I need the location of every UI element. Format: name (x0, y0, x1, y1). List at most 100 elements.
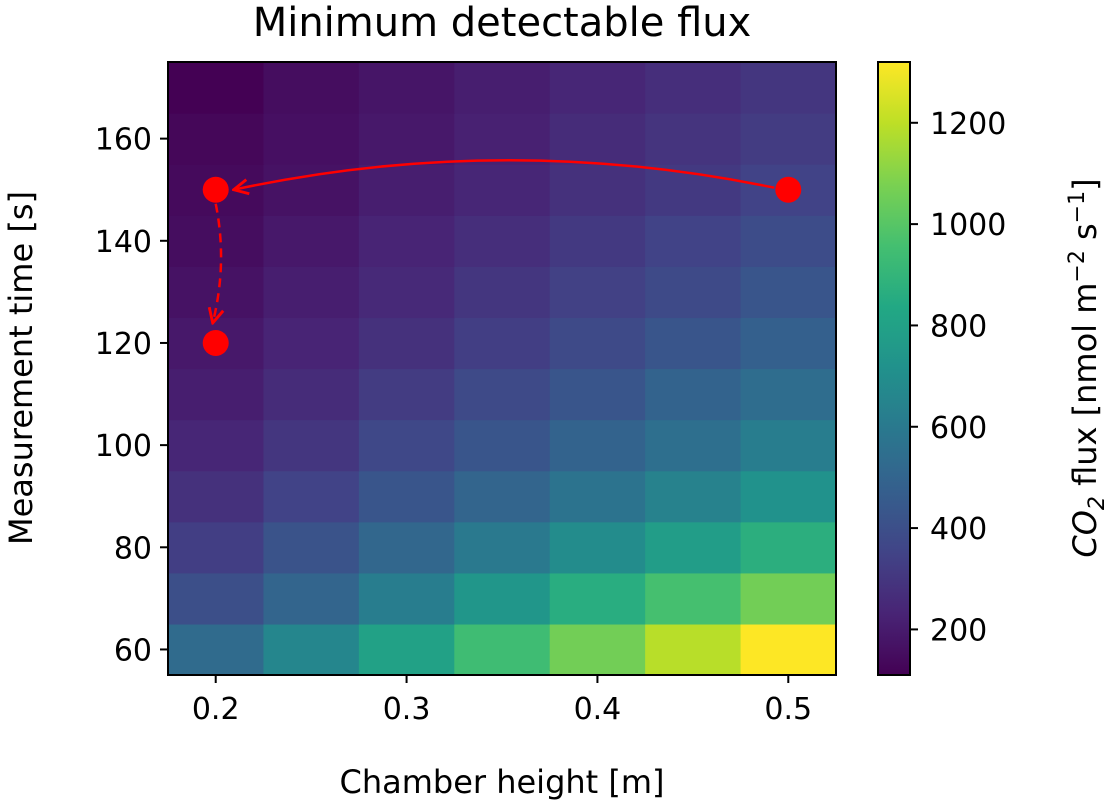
heatmap-cell (359, 62, 455, 114)
x-axis-label: Chamber height [m] (339, 763, 664, 801)
heatmap-cell (359, 369, 455, 421)
colorbar-bar (878, 62, 910, 675)
heatmap-cell (454, 471, 550, 523)
heatmap-cell (454, 369, 550, 421)
colorbar: 200 400 600 800 1000 1200 CO2 flux [nmol m−2 s… (878, 62, 1106, 675)
heatmap-cell (359, 317, 455, 369)
heatmap-cell (263, 369, 359, 421)
colorbar-tick-label: 200 (930, 613, 987, 648)
y-tick-label: 140 (95, 225, 152, 260)
data-point-marker (203, 330, 229, 356)
heatmap-cell (550, 113, 646, 165)
colorbar-label-part: s (1066, 223, 1104, 250)
heatmap-cell (550, 215, 646, 267)
colorbar-tick-label: 800 (930, 309, 987, 344)
heatmap-cell (454, 573, 550, 625)
heatmap-cell (741, 471, 837, 523)
heatmap-cell (168, 215, 264, 267)
colorbar-label-part: flux [nmol m (1066, 283, 1104, 496)
heatmap-cell (263, 420, 359, 472)
heatmap-cell (741, 522, 837, 574)
heatmap-cell (168, 573, 264, 625)
heatmap-cell (645, 215, 741, 267)
heatmap-cell (263, 317, 359, 369)
heatmap-cell (741, 266, 837, 318)
heatmap-cell (741, 369, 837, 421)
heatmap-cell (359, 471, 455, 523)
heatmap-cell (263, 624, 359, 676)
heatmap-cell (168, 420, 264, 472)
heatmap-cell (550, 522, 646, 574)
heatmap-cell (263, 113, 359, 165)
heatmap-cell (263, 164, 359, 216)
heatmap-cell (359, 573, 455, 625)
heatmap-cell (454, 522, 550, 574)
heatmap-cell (454, 266, 550, 318)
heatmap-cell (741, 62, 837, 114)
heatmap-cell (741, 573, 837, 625)
heatmap-cell (263, 266, 359, 318)
heatmap-cell (168, 113, 264, 165)
y-tick-label: 100 (95, 429, 152, 464)
heatmap-cell (741, 113, 837, 165)
heatmap-cell (168, 369, 264, 421)
heatmap-cell (645, 62, 741, 114)
data-point-marker (775, 177, 801, 203)
y-tick-label: 80 (114, 531, 152, 566)
colorbar-label: CO2 flux [nmol m−2 s−1] (1065, 178, 1106, 557)
heatmap-cell (454, 215, 550, 267)
heatmap-cell (454, 317, 550, 369)
colorbar-tick-label: 1200 (930, 107, 1006, 142)
heatmap-cell (550, 573, 646, 625)
x-tick-label: 0.4 (574, 692, 622, 727)
heatmap-cell (645, 164, 741, 216)
heatmap-cell (359, 164, 455, 216)
heatmap-cell (550, 266, 646, 318)
x-tick-label: 0.3 (383, 692, 431, 727)
data-point-marker (203, 177, 229, 203)
x-ticks: 0.2 0.3 0.4 0.5 (192, 675, 812, 727)
heatmap-cell (359, 266, 455, 318)
heatmap-cell (645, 317, 741, 369)
heatmap-cell (168, 62, 264, 114)
heatmap-cell (550, 624, 646, 676)
heatmap-cell (550, 164, 646, 216)
heatmap-cell (263, 573, 359, 625)
heatmap-cell (454, 164, 550, 216)
heatmap-cell (168, 471, 264, 523)
y-axis-label: Measurement time [s] (2, 191, 40, 545)
heatmap-cell (263, 62, 359, 114)
heatmap-cell (263, 471, 359, 523)
heatmap-cell (263, 215, 359, 267)
x-tick-label: 0.2 (192, 692, 240, 727)
heatmap-cell (359, 215, 455, 267)
heatmap-cell (550, 369, 646, 421)
heatmap-cell (741, 215, 837, 267)
heatmap-cell (645, 573, 741, 625)
heatmap-cell (741, 624, 837, 676)
heatmap-cell (550, 317, 646, 369)
heatmap-cell (359, 522, 455, 574)
heatmap-cell (454, 624, 550, 676)
colorbar-tick-label: 1000 (930, 208, 1006, 243)
heatmap-cell (168, 522, 264, 574)
heatmap-cell (741, 317, 837, 369)
heatmap-cell (454, 62, 550, 114)
heatmap-cell (645, 369, 741, 421)
colorbar-label-part: −2 (1065, 250, 1090, 282)
x-tick-label: 0.5 (764, 692, 812, 727)
heatmap-cell (645, 522, 741, 574)
y-tick-label: 120 (95, 327, 152, 362)
colorbar-tick-label: 400 (930, 512, 987, 547)
heatmap-cells (168, 62, 837, 676)
colorbar-label-part: 2 (1085, 496, 1106, 510)
heatmap-cell (550, 62, 646, 114)
colorbar-label-part: ] (1066, 178, 1104, 190)
colorbar-label-part: −1 (1065, 191, 1090, 223)
y-tick-label: 60 (114, 633, 152, 668)
y-tick-label: 160 (95, 123, 152, 158)
heatmap-cell (359, 420, 455, 472)
heatmap-cell (454, 113, 550, 165)
